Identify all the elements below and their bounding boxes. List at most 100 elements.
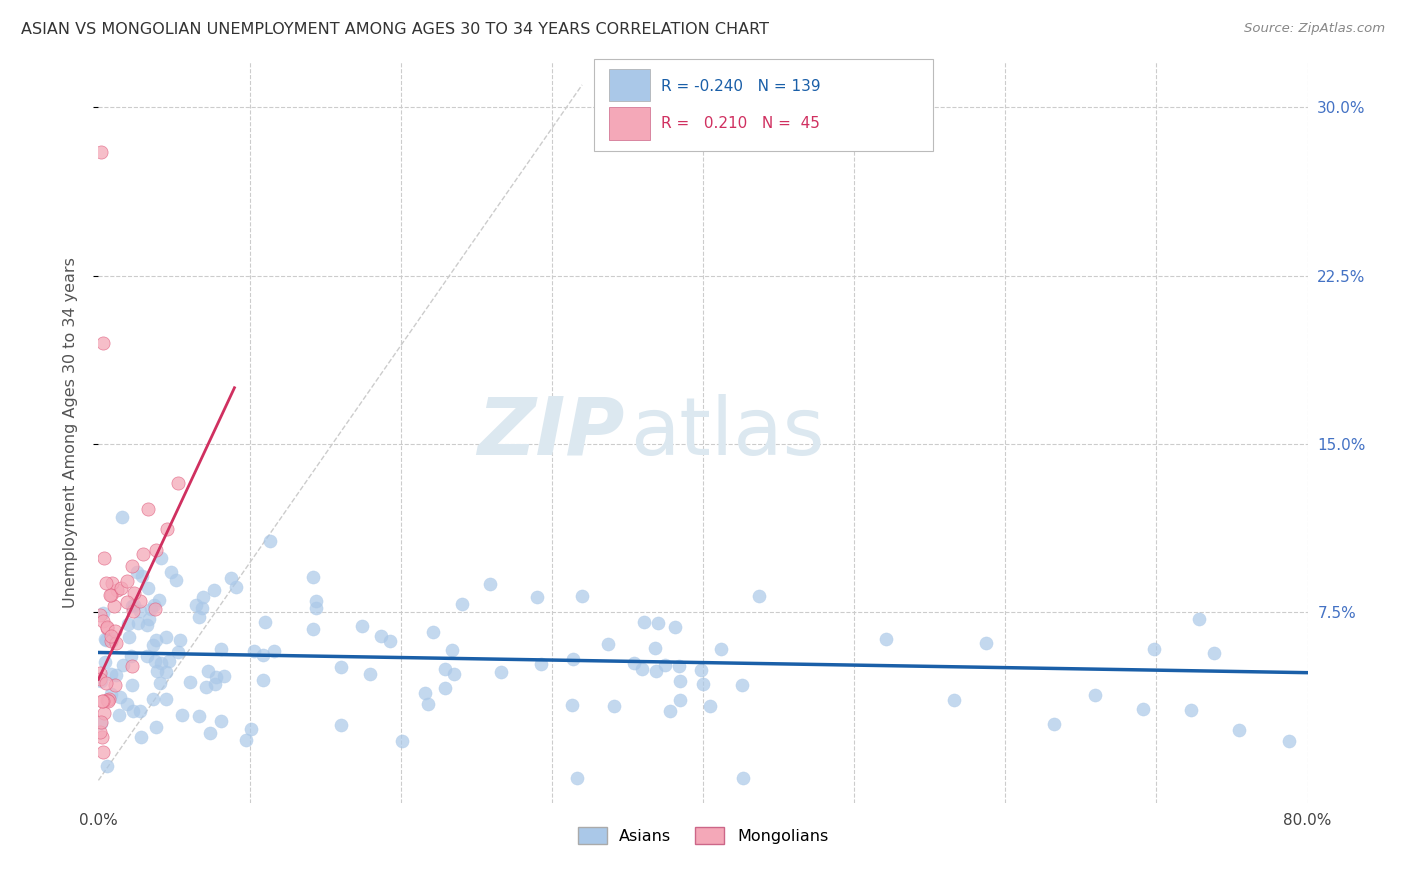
Point — [110, 581, 132, 595]
Point — [90, 715, 112, 730]
Point — [378, 634, 401, 648]
Point — [254, 615, 277, 629]
Point — [96, 621, 118, 635]
Point — [104, 678, 127, 692]
Point — [121, 604, 143, 618]
Point — [122, 598, 145, 612]
Point — [139, 602, 162, 616]
Point — [633, 615, 655, 630]
Point — [101, 576, 124, 591]
Point — [413, 686, 436, 700]
Point — [190, 600, 212, 615]
Point — [302, 622, 325, 636]
Point — [567, 771, 589, 785]
Point — [204, 677, 226, 691]
Point — [441, 642, 464, 657]
Point — [165, 573, 187, 587]
Point — [111, 510, 134, 524]
Point — [111, 657, 134, 672]
Point — [875, 632, 897, 647]
Point — [150, 551, 173, 566]
Point — [647, 615, 669, 630]
Point — [145, 720, 167, 734]
Point — [121, 599, 143, 613]
Point — [129, 593, 152, 607]
Point — [121, 678, 143, 692]
Point — [142, 692, 165, 706]
Point — [136, 582, 159, 596]
Point — [135, 649, 157, 664]
Point — [149, 676, 172, 690]
Point — [561, 698, 583, 712]
Point — [214, 669, 236, 683]
Point — [184, 598, 207, 612]
Point — [1204, 646, 1226, 660]
Point — [100, 634, 122, 648]
Point — [94, 676, 117, 690]
Point — [252, 673, 274, 687]
Text: Source: ZipAtlas.com: Source: ZipAtlas.com — [1244, 22, 1385, 36]
Point — [422, 625, 444, 640]
Point — [94, 632, 117, 646]
Point — [1043, 717, 1066, 731]
Point — [197, 664, 219, 678]
Point — [155, 692, 177, 706]
Point — [145, 633, 167, 648]
Point — [115, 594, 138, 608]
Point — [1084, 688, 1107, 702]
Point — [98, 692, 121, 706]
Point — [350, 619, 373, 633]
Text: atlas: atlas — [630, 393, 825, 472]
Point — [89, 672, 111, 686]
Point — [202, 583, 225, 598]
Point — [225, 581, 247, 595]
Point — [142, 639, 165, 653]
Point — [187, 708, 209, 723]
Point — [90, 715, 112, 730]
Point — [302, 570, 325, 584]
Point — [450, 597, 472, 611]
FancyBboxPatch shape — [595, 59, 932, 152]
Point — [243, 644, 266, 658]
Point — [561, 652, 583, 666]
Point — [167, 475, 190, 490]
Point — [100, 667, 122, 681]
Point — [603, 698, 626, 713]
Point — [219, 571, 242, 585]
Text: R = -0.240   N = 139: R = -0.240 N = 139 — [661, 78, 820, 94]
Point — [138, 612, 160, 626]
Point — [370, 629, 392, 643]
Point — [94, 632, 117, 647]
Point — [127, 616, 149, 631]
Point — [90, 673, 112, 688]
Point — [115, 697, 138, 711]
Point — [129, 730, 152, 744]
Point — [731, 678, 754, 692]
Point — [93, 614, 115, 628]
FancyBboxPatch shape — [609, 69, 650, 102]
Point — [631, 662, 654, 676]
Point — [252, 648, 274, 662]
Point — [1132, 702, 1154, 716]
Point — [136, 617, 159, 632]
Point — [1278, 733, 1301, 747]
Point — [974, 636, 997, 650]
Point — [89, 724, 111, 739]
Point — [155, 522, 177, 536]
Point — [209, 714, 232, 728]
Point — [623, 656, 645, 670]
Point — [391, 734, 413, 748]
Point — [118, 630, 141, 644]
Point — [93, 550, 115, 565]
Point — [644, 664, 666, 678]
Point — [330, 660, 353, 674]
Point — [138, 502, 160, 516]
Point — [100, 631, 122, 645]
Point — [145, 542, 167, 557]
Point — [146, 664, 169, 678]
Point — [121, 659, 143, 673]
Point — [1227, 723, 1250, 738]
Point — [121, 704, 143, 718]
Point — [943, 692, 966, 706]
Point — [659, 704, 682, 718]
